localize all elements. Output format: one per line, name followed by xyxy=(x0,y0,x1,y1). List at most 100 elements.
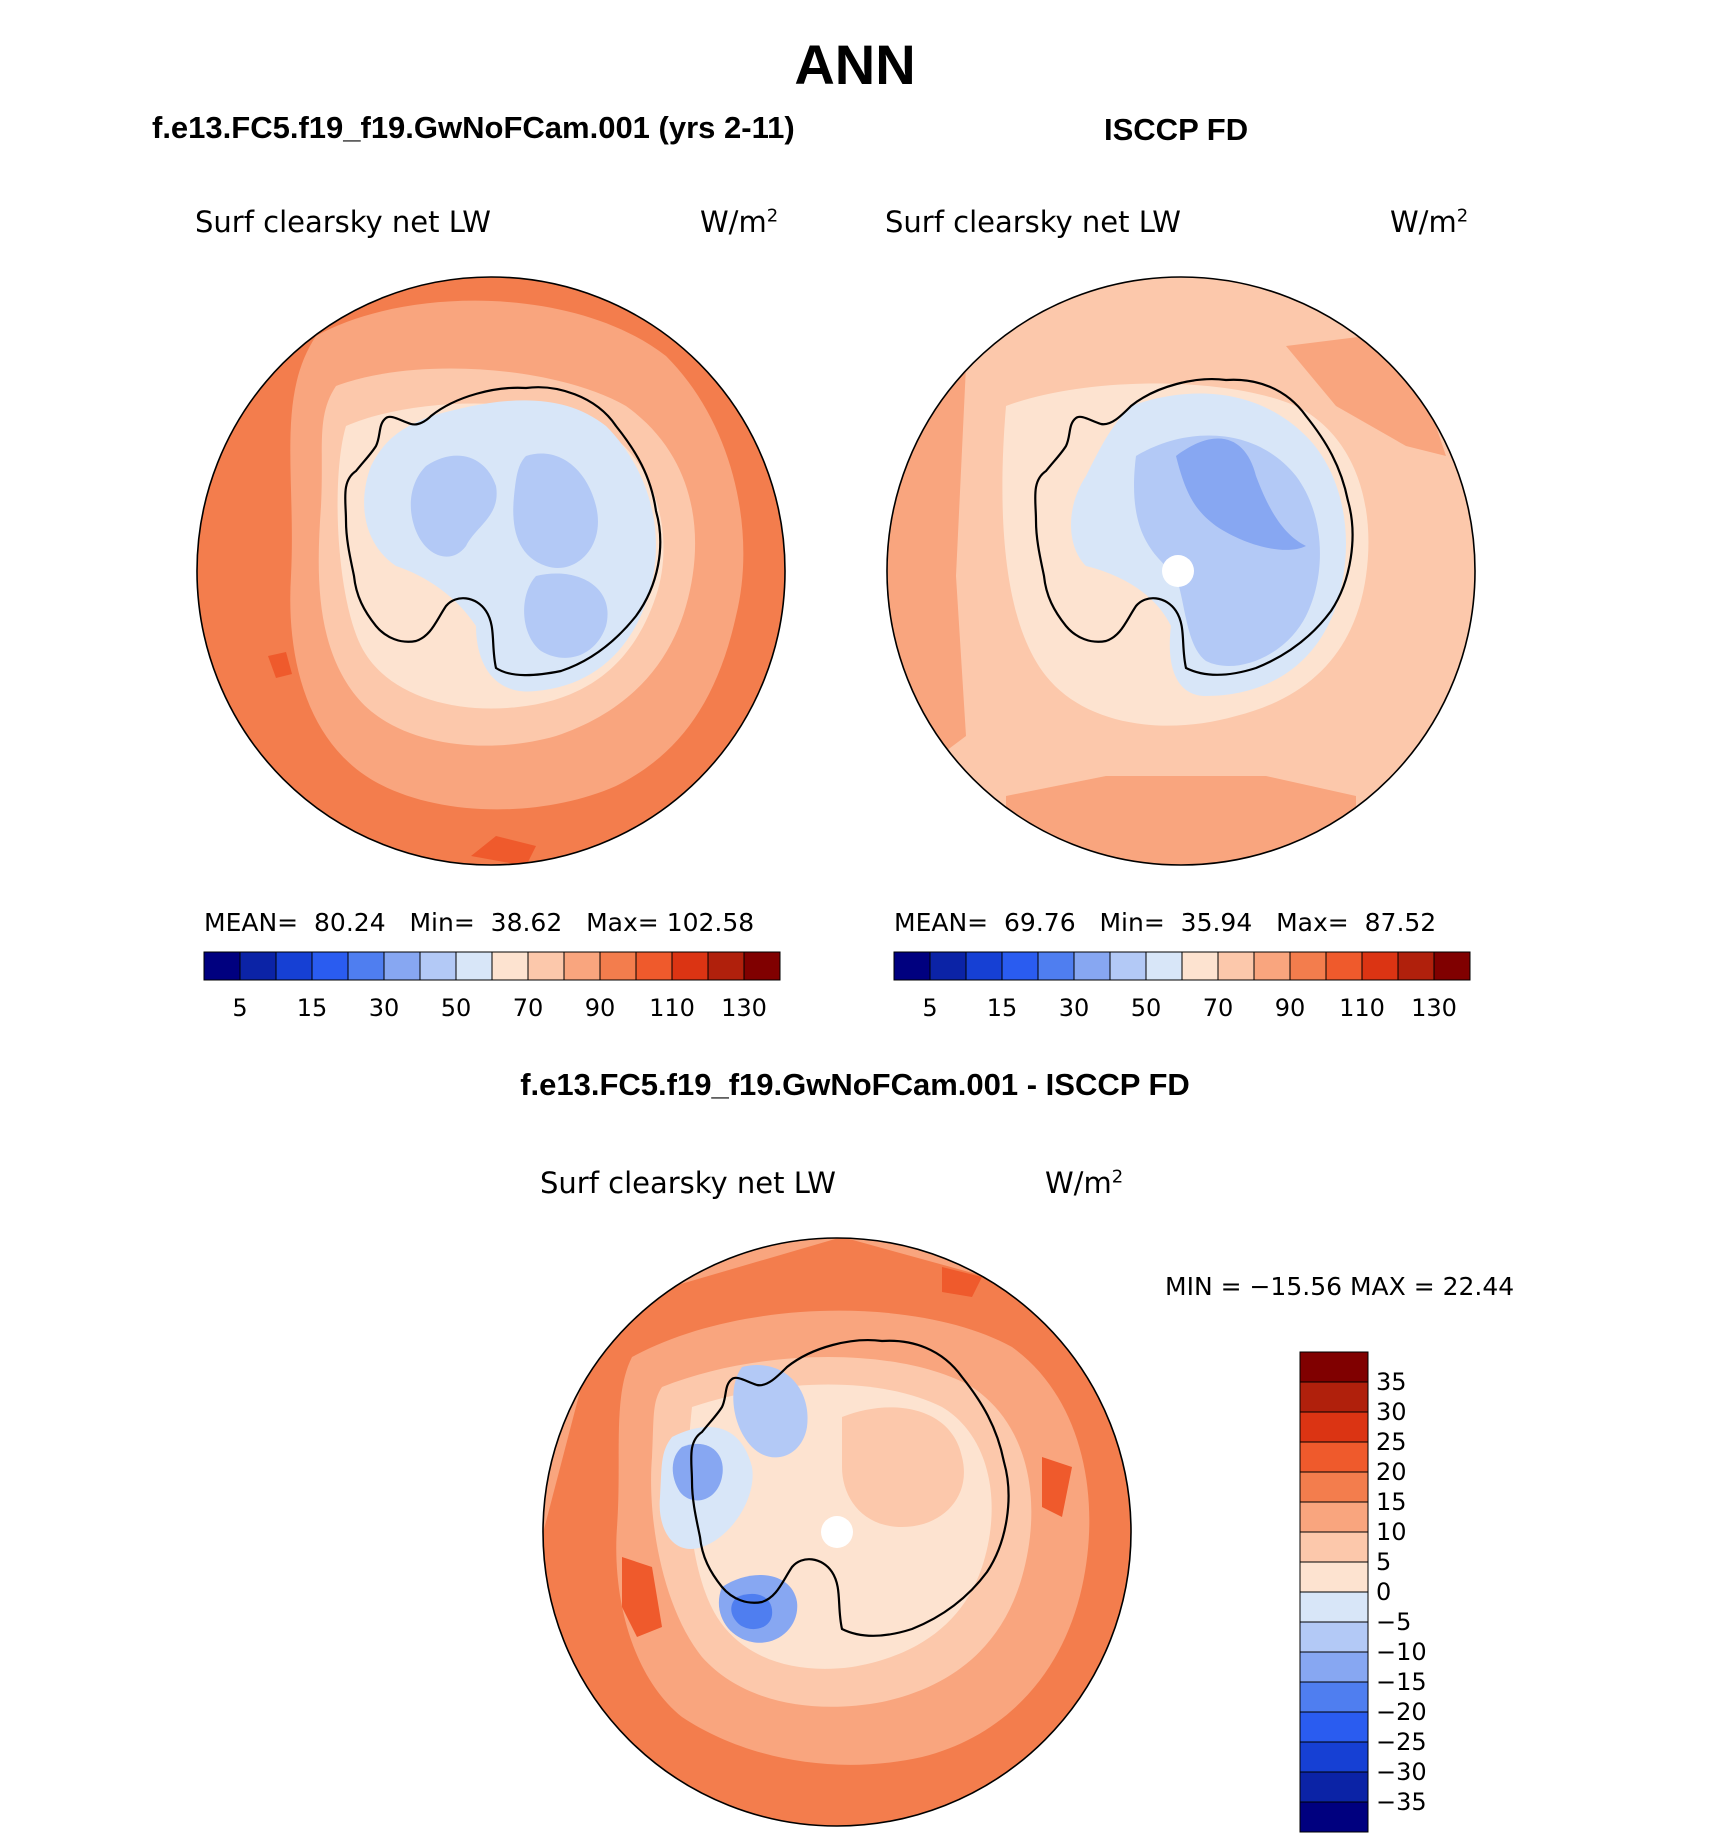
model-colorbar-box xyxy=(527,951,565,981)
model-colorbar-box xyxy=(491,951,529,981)
diff-colorbar-box xyxy=(1299,1591,1369,1623)
model-colorbar-box xyxy=(635,951,673,981)
obs-field-warm-west xyxy=(887,356,966,796)
model-units: W/m2 xyxy=(700,205,779,239)
model-colorbar-box xyxy=(599,951,637,981)
obs-field-warm-ne xyxy=(1286,336,1446,456)
obs-colorbar-tick-label: 50 xyxy=(1131,994,1162,1022)
diff-colorbar-box xyxy=(1299,1621,1369,1653)
obs-colorbar-box xyxy=(1145,951,1183,981)
diff-polar-map xyxy=(542,1237,1132,1827)
model-colorbar-tick-label: 70 xyxy=(513,994,544,1022)
diff-colorbar-box xyxy=(1299,1711,1369,1743)
diff-units: W/m2 xyxy=(1045,1166,1124,1200)
diff-colorbar-box xyxy=(1299,1531,1369,1563)
diff-colorbar-box xyxy=(1299,1351,1369,1383)
obs-colorbar-box xyxy=(1361,951,1399,981)
diff-colorbar-box xyxy=(1299,1501,1369,1533)
model-var-label: Surf clearsky net LW xyxy=(195,205,491,239)
obs-colorbar-tick-label: 70 xyxy=(1203,994,1234,1022)
diff-colorbar-tick-label: 20 xyxy=(1376,1458,1407,1486)
diff-colorbar-tick-label: −5 xyxy=(1376,1608,1411,1636)
model-colorbar-box xyxy=(239,951,277,981)
model-polar-map xyxy=(196,276,786,866)
model-colorbar-box xyxy=(275,951,313,981)
diff-minmax: MIN = −15.56 MAX = 22.44 xyxy=(1165,1272,1515,1301)
obs-colorbar-tick-label: 30 xyxy=(1059,994,1090,1022)
diff-colorbar-tick-label: −15 xyxy=(1376,1668,1427,1696)
model-field-land-50a xyxy=(410,455,497,557)
obs-colorbar-tick-label: 110 xyxy=(1339,994,1385,1022)
diff-field-neg-2 xyxy=(733,1365,808,1458)
diff-colorbar-box xyxy=(1299,1441,1369,1473)
obs-colorbar-box xyxy=(1217,951,1255,981)
obs-colorbar-box xyxy=(1037,951,1075,981)
diff-colorbar-box xyxy=(1299,1381,1369,1413)
diff-case-title: f.e13.FC5.f19_f19.GwNoFCam.001 - ISCCP F… xyxy=(520,1067,1190,1102)
model-colorbar-tick-label: 110 xyxy=(649,994,695,1022)
diff-colorbar-box xyxy=(1299,1651,1369,1683)
obs-colorbar-tick-label: 15 xyxy=(987,994,1018,1022)
obs-colorbar-box xyxy=(1001,951,1039,981)
diff-colorbar-tick-label: −20 xyxy=(1376,1698,1427,1726)
diff-colorbar-tick-label: −30 xyxy=(1376,1758,1427,1786)
diff-field-max-patch-3 xyxy=(942,1267,982,1297)
model-colorbar-tick-label: 15 xyxy=(297,994,328,1022)
model-colorbar-tick-label: 130 xyxy=(721,994,767,1022)
model-field-max-patch-2 xyxy=(268,652,292,678)
diff-field-max-patch-1 xyxy=(622,1557,662,1637)
diff-colorbar-box xyxy=(1299,1801,1369,1833)
diff-colorbar-box xyxy=(1299,1561,1369,1593)
diff-colorbar-box xyxy=(1299,1771,1369,1803)
obs-colorbar-box xyxy=(1289,951,1327,981)
model-colorbar-tick-label: 90 xyxy=(585,994,616,1022)
diff-colorbar-tick-label: 35 xyxy=(1376,1368,1407,1396)
obs-pole-missing xyxy=(1162,555,1194,587)
model-colorbar-box xyxy=(419,951,457,981)
obs-units: W/m2 xyxy=(1390,205,1469,239)
diff-var-label: Surf clearsky net LW xyxy=(540,1166,836,1200)
obs-colorbar-tick-label: 130 xyxy=(1411,994,1457,1022)
obs-case-title: ISCCP FD xyxy=(1104,112,1249,147)
obs-field-warm-south xyxy=(1006,776,1356,865)
diff-colorbar-box xyxy=(1299,1741,1369,1773)
obs-field-land-50 xyxy=(1134,435,1320,666)
obs-colorbar-box xyxy=(1325,951,1363,981)
obs-field-land-40 xyxy=(1176,438,1306,550)
obs-polar-map xyxy=(886,276,1476,866)
model-colorbar-tick-label: 30 xyxy=(369,994,400,1022)
obs-colorbar-box xyxy=(1073,951,1111,981)
model-colorbar-box xyxy=(203,951,241,981)
diff-colorbar-tick-label: −25 xyxy=(1376,1728,1427,1756)
model-colorbar-box xyxy=(671,951,709,981)
model-colorbar-tick-label: 50 xyxy=(441,994,472,1022)
obs-coastline xyxy=(1034,378,1354,676)
model-colorbar: 5 15 30 50 70 90 110 130 xyxy=(203,951,781,1022)
diff-colorbar-tick-label: 10 xyxy=(1376,1518,1407,1546)
diff-field-neg-3 xyxy=(672,1443,723,1501)
model-colorbar-box xyxy=(311,951,349,981)
obs-colorbar-box xyxy=(965,951,1003,981)
diff-field-pos-ne xyxy=(842,1407,964,1527)
main-title: ANN xyxy=(794,33,916,96)
diff-colorbar-box xyxy=(1299,1681,1369,1713)
diff-colorbar-tick-label: 25 xyxy=(1376,1428,1407,1456)
model-map-border xyxy=(196,276,786,866)
diff-colorbar-box xyxy=(1299,1471,1369,1503)
diff-field-max-patch-2 xyxy=(1042,1457,1072,1517)
obs-colorbar-box xyxy=(929,951,967,981)
obs-colorbar-tick-label: 90 xyxy=(1275,994,1306,1022)
obs-colorbar-box xyxy=(1397,951,1435,981)
obs-colorbar-box xyxy=(1253,951,1291,981)
obs-colorbar: 5 15 30 50 70 90 110 130 xyxy=(893,951,1471,1022)
diff-colorbar-tick-label: 30 xyxy=(1376,1398,1407,1426)
model-field-max-patch-1 xyxy=(471,836,536,865)
obs-colorbar-box xyxy=(893,951,931,981)
obs-var-label: Surf clearsky net LW xyxy=(885,205,1181,239)
model-colorbar-box xyxy=(563,951,601,981)
diff-pole-missing xyxy=(821,1516,853,1548)
obs-colorbar-tick-label: 5 xyxy=(922,994,937,1022)
model-colorbar-tick-label: 5 xyxy=(232,994,247,1022)
obs-colorbar-box xyxy=(1433,951,1471,981)
